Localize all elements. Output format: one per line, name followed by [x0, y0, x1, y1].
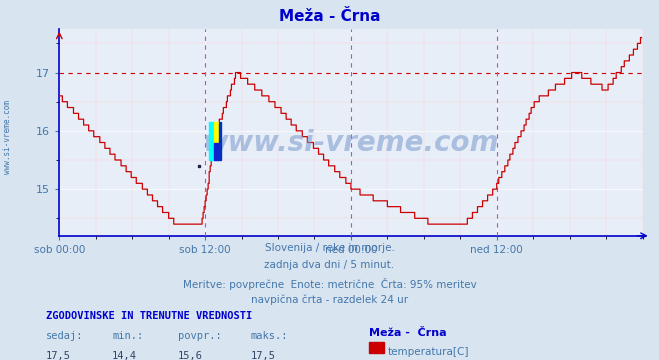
- Text: 17,5: 17,5: [250, 351, 275, 360]
- Text: povpr.:: povpr.:: [178, 331, 221, 341]
- Text: www.si-vreme.com: www.si-vreme.com: [3, 100, 13, 174]
- Text: 15,6: 15,6: [178, 351, 203, 360]
- Text: Slovenija / reke in morje.: Slovenija / reke in morje.: [264, 243, 395, 253]
- Text: zadnja dva dni / 5 minut.: zadnja dva dni / 5 minut.: [264, 260, 395, 270]
- Bar: [214, 122, 219, 143]
- Text: Meritve: povprečne  Enote: metrične  Črta: 95% meritev: Meritve: povprečne Enote: metrične Črta:…: [183, 278, 476, 289]
- Text: navpična črta - razdelek 24 ur: navpična črta - razdelek 24 ur: [251, 295, 408, 305]
- Text: Meža - Črna: Meža - Črna: [279, 9, 380, 24]
- Text: min.:: min.:: [112, 331, 143, 341]
- Text: maks.:: maks.:: [250, 331, 288, 341]
- Text: 14,4: 14,4: [112, 351, 137, 360]
- Text: sedaj:: sedaj:: [46, 331, 84, 341]
- Text: Meža -  Črna: Meža - Črna: [369, 328, 447, 338]
- Bar: [209, 122, 214, 160]
- Bar: [219, 122, 221, 160]
- Text: 17,5: 17,5: [46, 351, 71, 360]
- Text: temperatura[C]: temperatura[C]: [387, 347, 469, 357]
- Bar: [214, 143, 219, 160]
- Text: www.si-vreme.com: www.si-vreme.com: [203, 129, 499, 157]
- Text: ZGODOVINSKE IN TRENUTNE VREDNOSTI: ZGODOVINSKE IN TRENUTNE VREDNOSTI: [46, 311, 252, 321]
